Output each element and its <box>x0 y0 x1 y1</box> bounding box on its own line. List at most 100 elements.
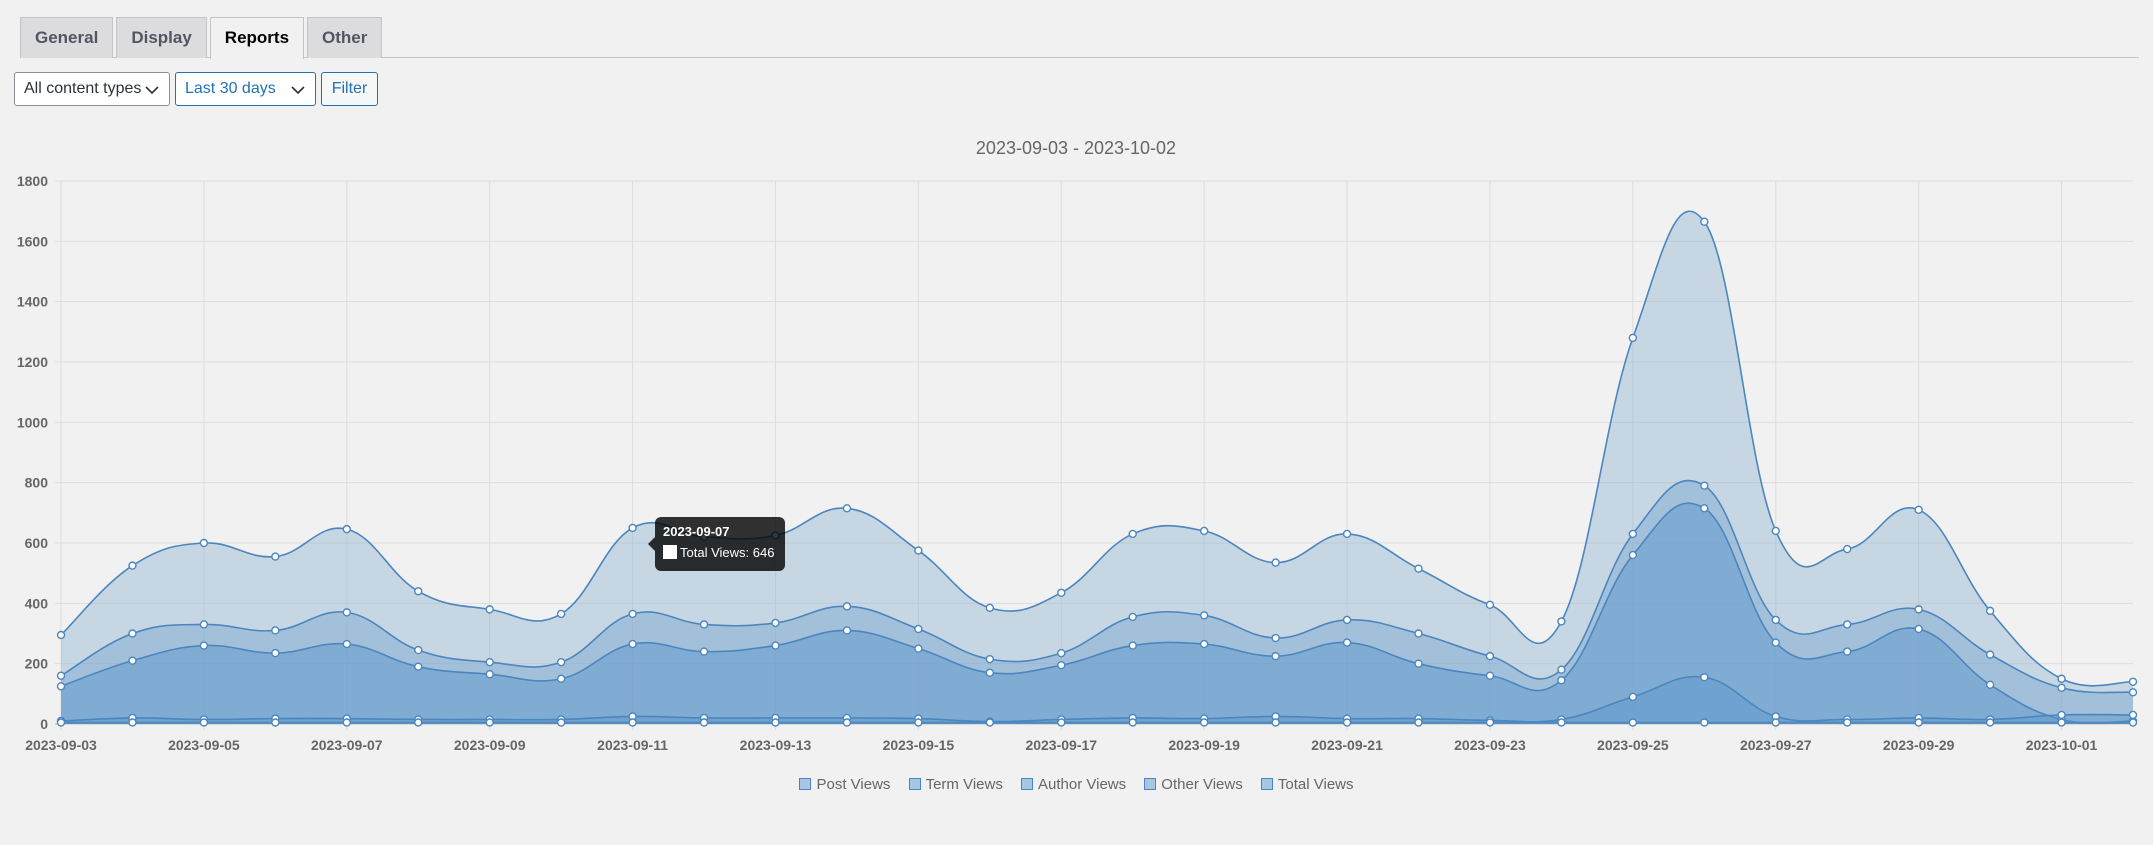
point-author-views <box>1128 641 1137 650</box>
point-other-views <box>842 602 852 611</box>
point-total-views <box>1057 588 1066 597</box>
tab-display[interactable]: Display <box>116 17 207 58</box>
point-author-views <box>414 662 423 671</box>
point-author-views <box>1771 638 1780 647</box>
point-post-views <box>1700 718 1709 727</box>
filter-button[interactable]: Filter <box>321 72 378 106</box>
x-tick-label: 2023-09-07 <box>311 737 383 753</box>
legend-label: Other Views <box>1161 776 1243 793</box>
legend-item-other-views[interactable]: Other Views <box>1144 776 1243 793</box>
y-tick-label: 400 <box>25 595 49 611</box>
point-other-views <box>56 671 66 680</box>
point-author-views <box>1342 638 1352 647</box>
point-other-views <box>771 618 780 628</box>
point-author-views <box>1557 676 1566 685</box>
point-total-views <box>414 587 423 596</box>
point-author-views <box>985 668 995 677</box>
point-author-views <box>1700 504 1709 513</box>
legend-label: Author Views <box>1038 776 1127 793</box>
content-type-select[interactable]: All content types <box>14 72 170 106</box>
point-other-views <box>556 657 566 667</box>
point-total-views <box>128 561 137 570</box>
line-total-views <box>60 210 2134 687</box>
point-post-views <box>1557 718 1566 727</box>
point-total-views <box>1771 526 1780 536</box>
point-author-views <box>1057 660 1066 670</box>
point-other-views <box>1271 633 1280 643</box>
tab-reports[interactable]: Reports <box>209 17 305 59</box>
point-post-views <box>1057 718 1066 727</box>
point-other-views <box>1914 605 1923 614</box>
point-total-views <box>1342 529 1352 539</box>
point-other-views <box>1771 615 1780 625</box>
point-post-views <box>2128 718 2138 727</box>
tab-general[interactable]: General <box>20 17 114 58</box>
point-post-views <box>1414 718 1423 727</box>
point-other-views <box>985 654 995 664</box>
point-author-views <box>485 670 494 679</box>
point-total-views <box>914 546 923 555</box>
tab-other[interactable]: Other <box>307 17 383 58</box>
point-total-views <box>1557 617 1566 626</box>
x-tick-label: 2023-09-27 <box>1740 737 1812 753</box>
point-other-views <box>914 624 923 634</box>
x-tick-label: 2023-09-21 <box>1311 737 1383 753</box>
point-post-views <box>199 718 209 727</box>
legend-item-post-views[interactable]: Post Views <box>799 776 890 793</box>
legend-swatch <box>1021 778 1034 790</box>
y-tick-label: 0 <box>40 716 48 732</box>
point-post-views <box>1985 718 1995 727</box>
point-post-views <box>414 718 423 727</box>
point-post-views <box>56 718 66 727</box>
point-total-views <box>2057 674 2066 683</box>
x-tick-label: 2023-09-23 <box>1454 737 1526 753</box>
area-author-views <box>61 503 2133 724</box>
content-type-value: All content types <box>24 80 142 97</box>
point-post-views <box>1485 718 1495 727</box>
point-other-views <box>1199 611 1209 620</box>
point-total-views <box>2128 677 2138 686</box>
point-author-views <box>1628 550 1638 560</box>
point-other-views <box>2128 688 2138 697</box>
point-author-views <box>1199 639 1209 649</box>
point-other-views <box>2057 683 2066 692</box>
point-other-views <box>271 626 280 635</box>
legend-swatch <box>908 778 921 790</box>
point-total-views <box>1628 333 1638 343</box>
point-total-views <box>556 609 566 619</box>
y-tick-label: 200 <box>25 656 49 672</box>
y-tick-label: 1800 <box>17 173 48 189</box>
point-total-views <box>1414 564 1423 573</box>
x-tick-label: 2023-09-13 <box>740 737 812 753</box>
point-author-views <box>842 626 852 635</box>
x-tick-label: 2023-09-11 <box>597 737 668 753</box>
point-post-views <box>485 718 494 727</box>
chart-points <box>56 217 2138 727</box>
point-other-views <box>485 657 494 667</box>
chevron-down-icon <box>145 86 159 94</box>
point-total-views <box>1843 544 1852 554</box>
point-post-views <box>1771 718 1780 727</box>
point-total-views <box>842 504 852 513</box>
point-term-views <box>1628 692 1638 702</box>
date-range-select[interactable]: Last 30 days <box>175 72 316 106</box>
chart-tooltip: 2023-09-07 Total Views: 646 <box>648 517 785 571</box>
point-post-views <box>1271 718 1280 727</box>
tooltip-swatch <box>663 545 677 559</box>
point-author-views <box>771 641 780 650</box>
point-author-views <box>1414 659 1423 668</box>
tooltip-label: Total Views: 646 <box>680 545 775 560</box>
point-author-views <box>699 647 709 656</box>
point-other-views <box>128 629 137 638</box>
point-author-views <box>271 648 280 658</box>
legend-item-author-views[interactable]: Author Views <box>1021 776 1126 793</box>
legend-item-term-views[interactable]: Term Views <box>908 776 1003 793</box>
legend-label: Post Views <box>816 776 891 793</box>
chart-areas <box>60 210 2134 724</box>
point-author-views <box>199 641 209 650</box>
point-total-views <box>1985 606 1995 616</box>
legend-item-total-views[interactable]: Total Views <box>1260 776 1354 793</box>
point-post-views <box>128 718 137 727</box>
x-tick-label: 2023-09-15 <box>883 737 955 753</box>
point-post-views <box>914 718 923 727</box>
